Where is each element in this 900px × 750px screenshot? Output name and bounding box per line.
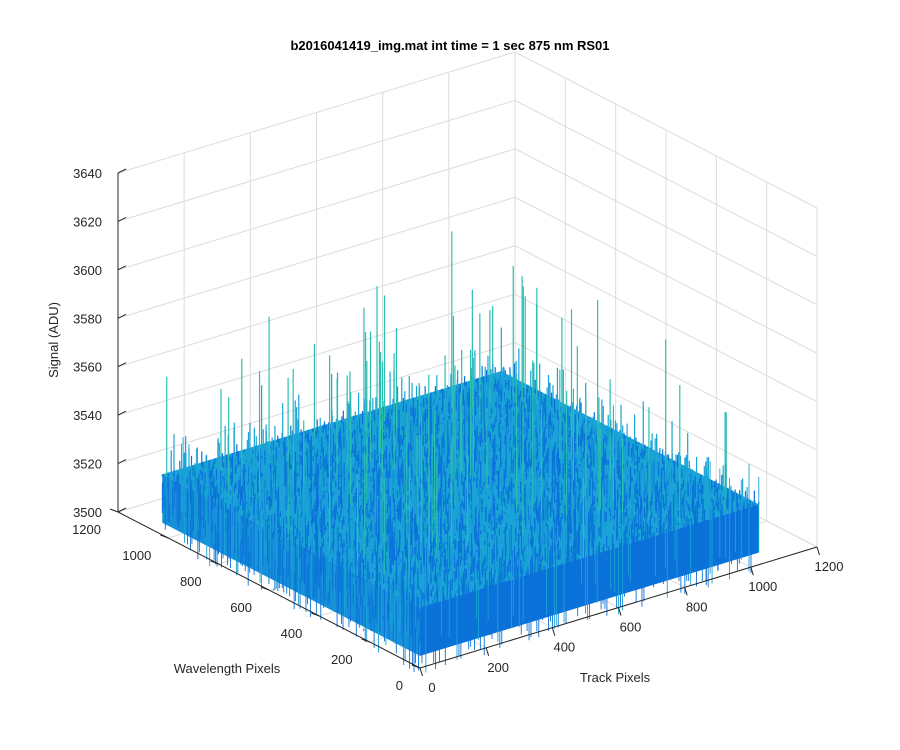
- z-tick: [117, 168, 127, 174]
- z-tick-label: 3640: [73, 166, 102, 181]
- x-tick: [618, 607, 622, 616]
- x-tick: [684, 587, 688, 596]
- axis-layer: 0 200 400 600 800 1000 1200 0 200 400 600 800 1000 12…: [72, 166, 843, 695]
- x-tick-label: 1200: [815, 559, 844, 574]
- y-tick: [109, 508, 119, 513]
- label-layer: b2016041419_img.mat int time = 1 sec 875…: [46, 38, 651, 685]
- chart-title: b2016041419_img.mat int time = 1 sec 875…: [290, 38, 609, 53]
- y-tick-label: 1200: [72, 522, 101, 537]
- z-axis-label: Signal (ADU): [46, 302, 61, 378]
- z-tick: [117, 507, 127, 513]
- z-tick-label: 3620: [73, 214, 102, 229]
- side-wall-grid-z: [514, 51, 818, 209]
- z-tick: [117, 216, 127, 222]
- y-axis-label: Wavelength Pixels: [174, 661, 281, 676]
- z-tick-label: 3520: [73, 457, 102, 472]
- z-tick-label: 3500: [73, 505, 102, 520]
- y-tick-label: 200: [331, 652, 353, 667]
- back-wall-grid-z: [117, 196, 516, 319]
- y-tick-label: 800: [180, 574, 202, 589]
- y-tick: [210, 560, 219, 565]
- z-tick-label: 3580: [73, 311, 102, 326]
- z-tick: [117, 362, 127, 368]
- side-wall-grid-z: [514, 245, 818, 403]
- back-wall-grid-z: [117, 245, 516, 368]
- y-tick: [160, 534, 169, 539]
- x-tick: [485, 647, 490, 656]
- y-tick-label: 600: [230, 600, 252, 615]
- back-wall-grid-z: [117, 293, 516, 416]
- back-wall-grid-z: [117, 99, 516, 222]
- back-wall-grid-z: [117, 342, 516, 465]
- surface-layer: [161, 231, 760, 673]
- z-tick: [117, 265, 127, 271]
- x-tick: [419, 667, 423, 677]
- x-tick-label: 200: [487, 660, 509, 675]
- x-tick-label: 1000: [748, 579, 777, 594]
- z-tick: [117, 410, 127, 416]
- y-tick-label: 0: [396, 678, 403, 693]
- y-tick: [311, 612, 320, 617]
- z-tick-label: 3600: [73, 263, 102, 278]
- x-tick: [551, 627, 556, 636]
- y-tick-label: 400: [281, 626, 303, 641]
- x-tick-label: 0: [428, 680, 435, 695]
- y-tick-label: 1000: [122, 548, 151, 563]
- y-tick: [361, 638, 370, 643]
- z-tick: [117, 313, 127, 319]
- back-wall-grid-z: [117, 148, 516, 271]
- side-wall-grid-z: [514, 99, 818, 257]
- z-tick: [117, 459, 127, 465]
- back-wall-grid-z: [117, 51, 516, 174]
- x-tick: [816, 546, 820, 556]
- x-tick-label: 600: [620, 620, 642, 635]
- y-tick: [411, 664, 421, 669]
- y-tick: [260, 586, 270, 591]
- side-wall-grid-z: [514, 196, 818, 354]
- x-axis-label: Track Pixels: [580, 670, 651, 685]
- z-tick-label: 3540: [73, 408, 102, 423]
- z-tick-label: 3560: [73, 360, 102, 375]
- side-wall-grid-z: [514, 148, 818, 306]
- x-tick-label: 400: [553, 640, 575, 655]
- x-tick-label: 800: [686, 599, 708, 614]
- x-tick: [750, 567, 754, 576]
